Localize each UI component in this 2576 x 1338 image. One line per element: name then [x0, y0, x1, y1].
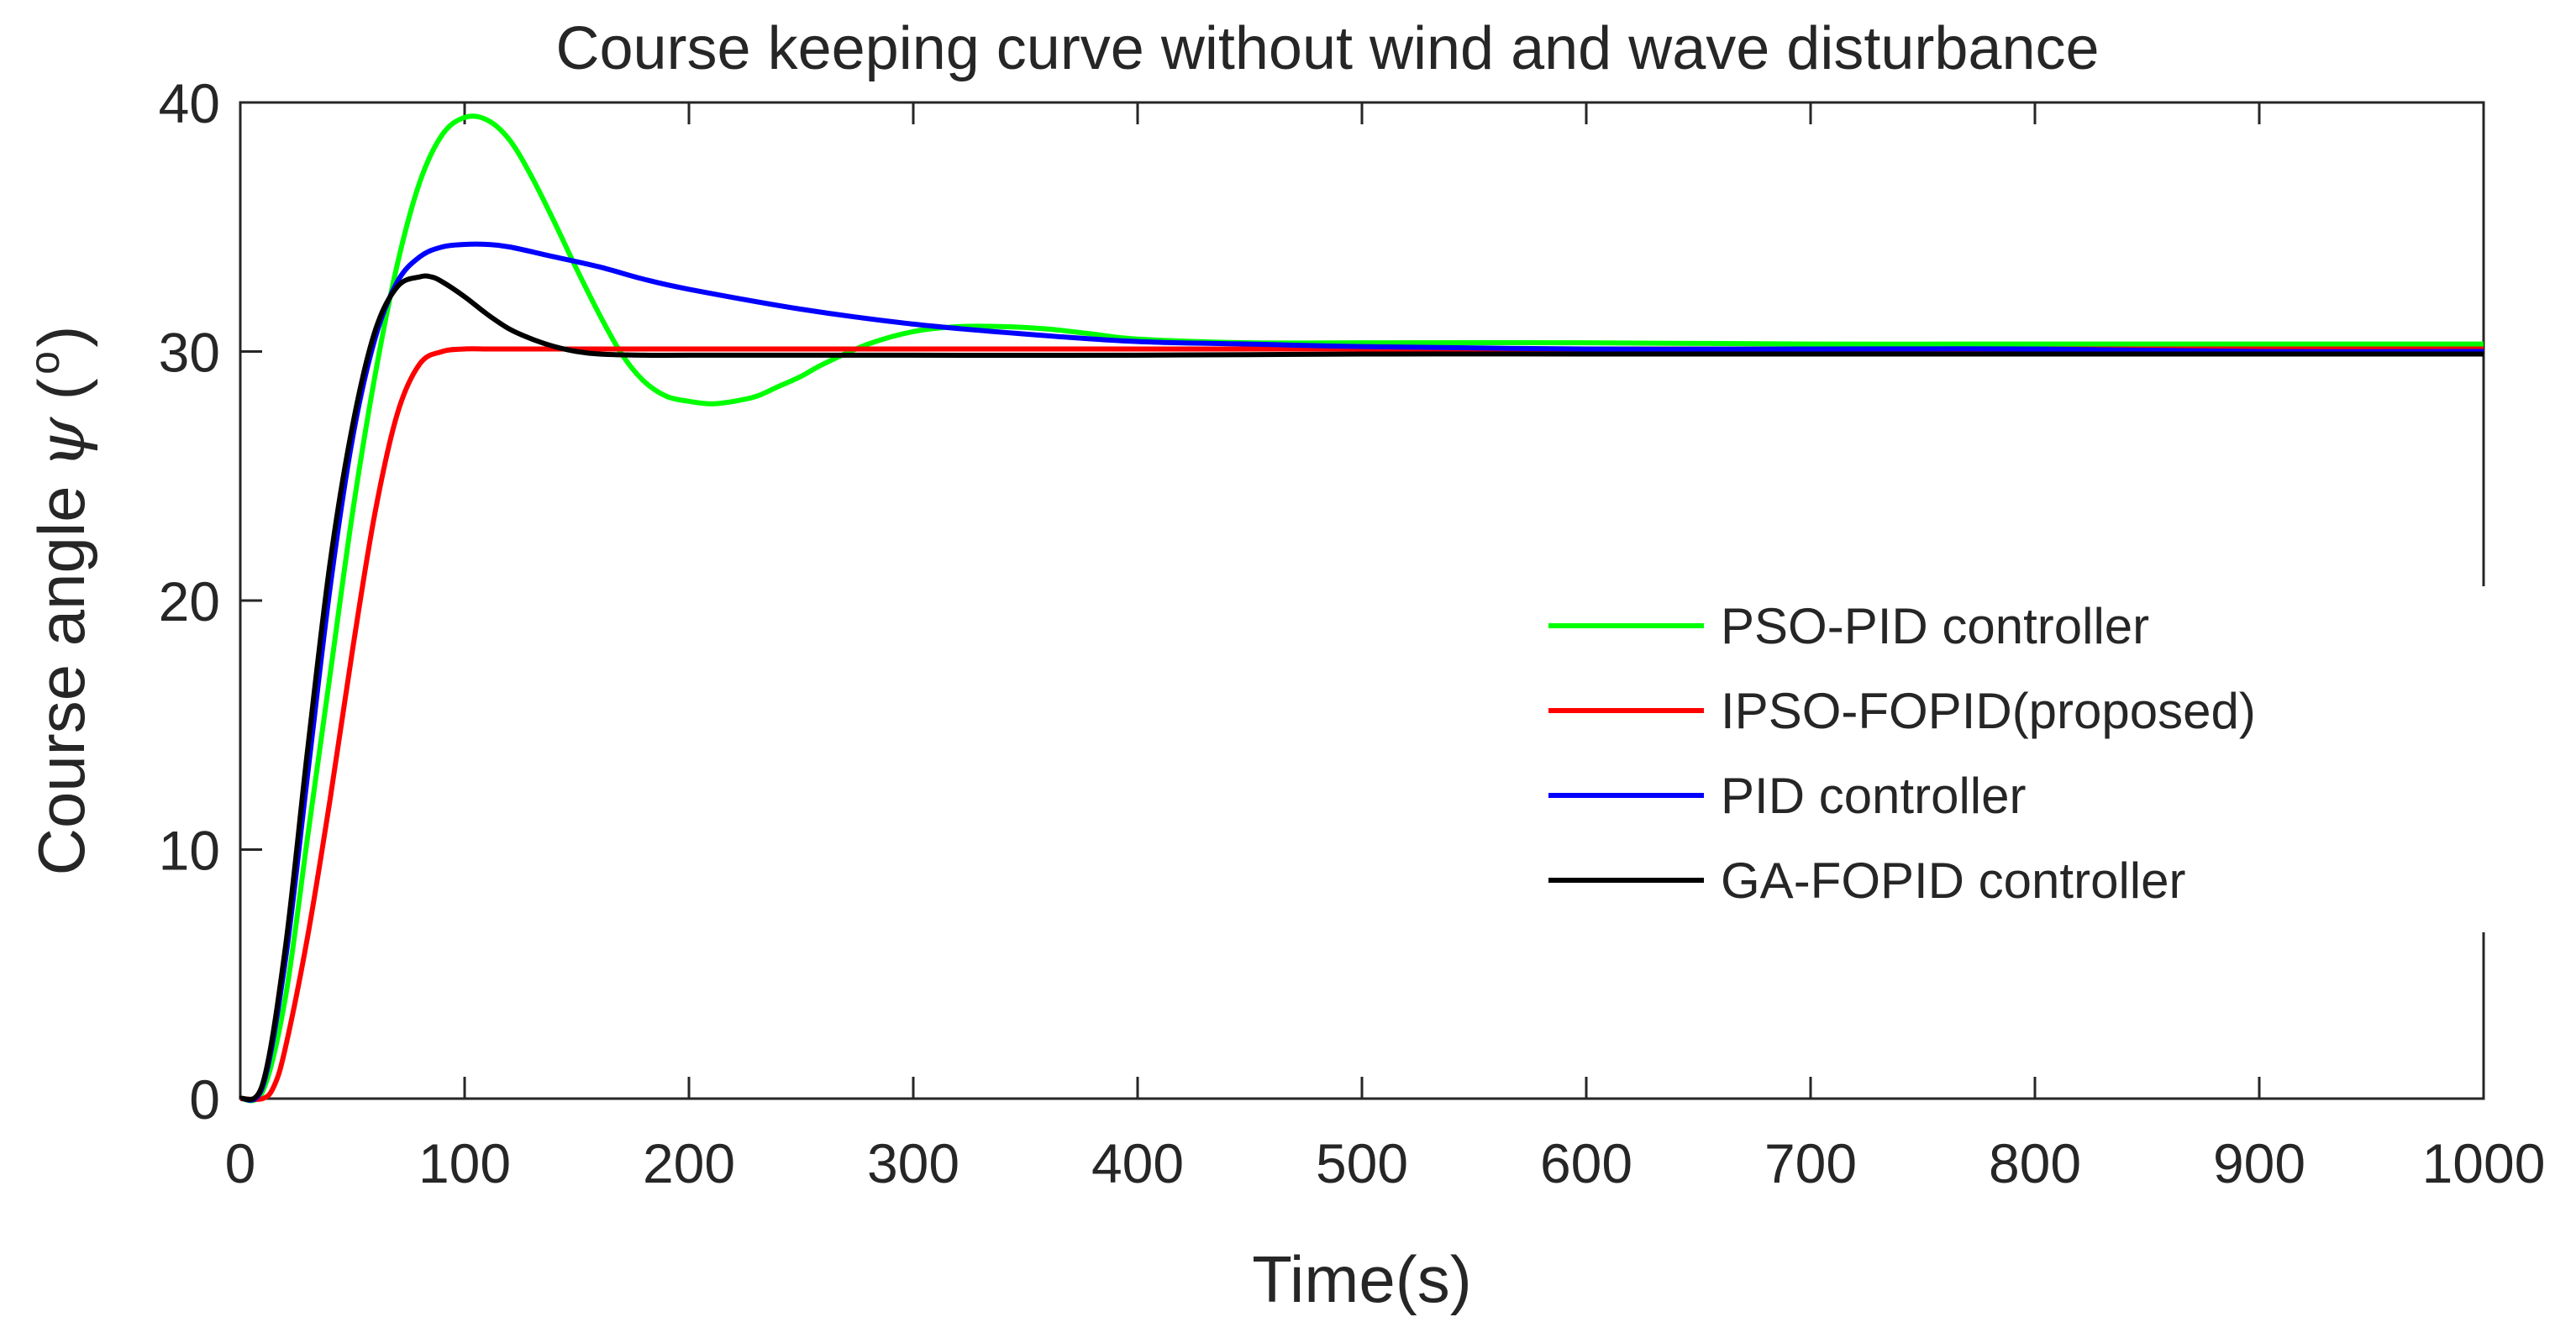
- chart-title: Course keeping curve without wind and wa…: [555, 15, 2099, 82]
- x-tick-labels: 0 100 200 300 400 500 600 700 800 900 1000: [225, 1132, 2546, 1194]
- y-tick-label: 10: [159, 820, 220, 882]
- y-tick-label: 40: [159, 72, 220, 134]
- legend-box: [1540, 586, 2486, 932]
- series-line-3: [239, 273, 2484, 1103]
- x-tick-label: 500: [1316, 1132, 1408, 1194]
- y-axis-label-open-paren: (: [24, 378, 98, 400]
- x-tick-label: 0: [225, 1132, 256, 1194]
- x-tick-label: 1000: [2422, 1132, 2546, 1194]
- y-axis-label-close-paren: ): [24, 326, 98, 348]
- legend-label-1: IPSO-FOPID(proposed): [1721, 683, 2256, 739]
- y-tick-labels: 0 10 20 30 40: [159, 72, 220, 1131]
- x-tick-label: 400: [1091, 1132, 1184, 1194]
- x-axis-label: Time(s): [1252, 1242, 1471, 1316]
- legend: PSO-PID controller IPSO-FOPID(proposed) PI…: [1540, 586, 2486, 932]
- series-line-2: [239, 241, 2484, 1103]
- y-axis-label-unit: o: [21, 351, 68, 375]
- y-tick-label: 30: [159, 322, 220, 384]
- x-tick-label: 100: [418, 1132, 511, 1194]
- x-tick-label: 200: [643, 1132, 735, 1194]
- legend-label-3: GA-FOPID controller: [1721, 853, 2185, 909]
- y-tick-label: 0: [189, 1068, 220, 1131]
- y-axis-label: Course angle ψ ( o ): [21, 326, 100, 876]
- x-tick-label: 600: [1540, 1132, 1632, 1194]
- y-axis-label-text: Course angle: [24, 485, 98, 875]
- legend-label-2: PID controller: [1721, 768, 2026, 824]
- x-tick-label: 900: [2213, 1132, 2305, 1194]
- x-tick-label: 700: [1764, 1132, 1857, 1194]
- tick-marks: [239, 101, 2485, 1100]
- y-axis-label-symbol: ψ: [24, 417, 100, 469]
- x-tick-label: 800: [1989, 1132, 2081, 1194]
- legend-label-0: PSO-PID controller: [1721, 598, 2149, 654]
- x-tick-label: 300: [867, 1132, 959, 1194]
- series-lines: [239, 113, 2484, 1104]
- y-tick-label: 20: [159, 570, 220, 632]
- series-line-0: [239, 113, 2484, 1104]
